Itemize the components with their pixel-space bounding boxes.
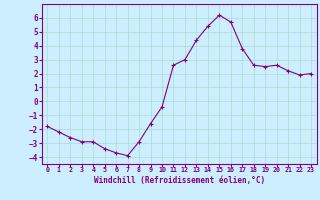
- X-axis label: Windchill (Refroidissement éolien,°C): Windchill (Refroidissement éolien,°C): [94, 176, 265, 185]
